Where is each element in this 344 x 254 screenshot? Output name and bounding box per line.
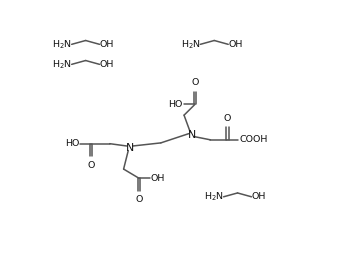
Text: HO: HO xyxy=(65,139,79,148)
Text: $\mathregular{H_2N}$: $\mathregular{H_2N}$ xyxy=(181,38,201,51)
Text: OH: OH xyxy=(228,40,243,49)
Text: $\mathregular{H_2N}$: $\mathregular{H_2N}$ xyxy=(52,38,72,51)
Text: OH: OH xyxy=(151,174,165,183)
Text: O: O xyxy=(136,195,143,204)
Text: OH: OH xyxy=(251,192,266,201)
Text: HO: HO xyxy=(168,100,183,109)
Text: O: O xyxy=(191,78,198,87)
Text: OH: OH xyxy=(99,60,114,69)
Text: $\mathregular{H_2N}$: $\mathregular{H_2N}$ xyxy=(204,190,224,203)
Text: O: O xyxy=(224,114,231,123)
Text: $\mathregular{H_2N}$: $\mathregular{H_2N}$ xyxy=(52,58,72,71)
Text: N: N xyxy=(188,130,196,140)
Text: COOH: COOH xyxy=(239,135,267,144)
Text: O: O xyxy=(87,161,95,170)
Text: N: N xyxy=(126,142,134,152)
Text: OH: OH xyxy=(99,40,114,49)
